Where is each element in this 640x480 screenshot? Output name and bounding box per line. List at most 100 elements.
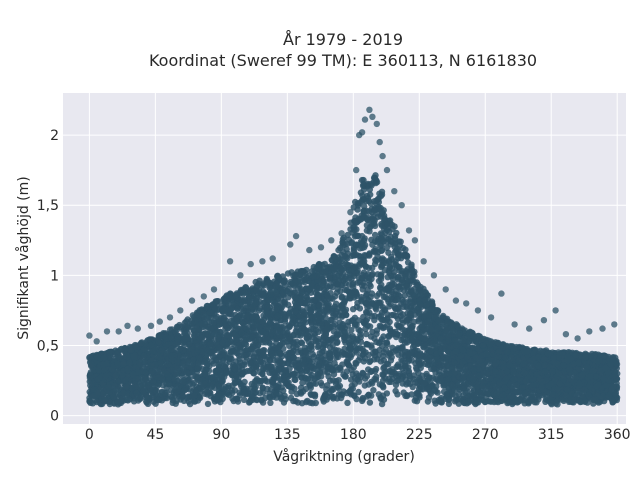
- data-point: [400, 244, 407, 252]
- data-point: [390, 369, 397, 376]
- data-point: [359, 271, 366, 279]
- data-point: [377, 395, 385, 402]
- data-point: [312, 399, 319, 407]
- data-point: [394, 276, 402, 283]
- data-point: [368, 275, 375, 283]
- data-point: [191, 398, 198, 405]
- data-point: [355, 317, 362, 324]
- data-point: [401, 292, 408, 299]
- data-point: [349, 316, 357, 324]
- data-point: [380, 293, 388, 301]
- data-point: [196, 394, 204, 402]
- data-point: [338, 391, 345, 398]
- data-point: [353, 241, 360, 248]
- data-point: [86, 353, 94, 361]
- data-point: [388, 282, 395, 289]
- data-point: [350, 204, 357, 211]
- data-point: [382, 346, 389, 353]
- data-point: [290, 354, 297, 362]
- data-point: [347, 219, 354, 226]
- data-point: [339, 351, 347, 358]
- data-point: [315, 342, 323, 350]
- data-point: [328, 393, 335, 400]
- data-point: [371, 231, 379, 239]
- data-point: [349, 333, 356, 340]
- data-point: [366, 358, 373, 366]
- data-point: [317, 379, 325, 387]
- data-point: [315, 302, 323, 309]
- data-point: [334, 353, 342, 361]
- data-point: [344, 360, 351, 368]
- data-point: [348, 327, 355, 334]
- data-point: [157, 360, 164, 367]
- data-point: [355, 388, 362, 396]
- data-point: [320, 347, 327, 355]
- data-point: [341, 345, 348, 353]
- data-point: [185, 393, 192, 400]
- data-point: [298, 340, 306, 347]
- data-point: [368, 392, 375, 399]
- data-point: [337, 288, 344, 295]
- data-point: [334, 395, 341, 402]
- data-point: [352, 198, 359, 206]
- data-point: [383, 390, 391, 397]
- data-point: [208, 383, 215, 390]
- data-point: [383, 244, 390, 252]
- data-point: [241, 340, 249, 347]
- data-point: [484, 359, 491, 366]
- data-point: [352, 219, 359, 226]
- data-point: [225, 382, 232, 389]
- data-point: [351, 226, 358, 234]
- data-point: [363, 308, 370, 316]
- data-point: [153, 387, 160, 395]
- data-point: [86, 374, 94, 382]
- chart-title-line-2: Koordinat (Sweref 99 TM): E 360113, N 61…: [149, 51, 537, 70]
- data-point: [344, 322, 351, 329]
- data-point: [361, 382, 368, 389]
- data-point: [420, 380, 428, 387]
- data-point: [350, 248, 358, 255]
- data-point: [360, 313, 367, 321]
- data-point: [373, 373, 380, 380]
- data-point: [318, 354, 325, 362]
- data-point: [395, 351, 402, 358]
- data-point: [377, 272, 384, 279]
- data-point: [310, 391, 317, 398]
- data-point: [246, 398, 253, 405]
- data-point: [371, 206, 378, 213]
- data-point: [433, 383, 440, 390]
- data-point: [243, 346, 251, 353]
- data-point: [232, 378, 239, 386]
- data-point: [215, 334, 222, 342]
- data-point: [289, 316, 296, 323]
- data-point: [432, 375, 439, 382]
- data-point: [173, 397, 180, 404]
- data-point: [369, 270, 376, 278]
- data-point: [400, 389, 407, 396]
- data-point: [377, 285, 385, 293]
- data-point: [299, 278, 306, 285]
- data-point: [384, 341, 391, 348]
- data-point: [324, 319, 331, 327]
- data-point: [204, 315, 211, 322]
- data-point: [208, 374, 215, 382]
- chart-title-line-1: År 1979 - 2019: [283, 30, 403, 49]
- data-point: [368, 313, 375, 320]
- data-point: [390, 272, 397, 279]
- data-point: [434, 389, 441, 396]
- data-point: [450, 375, 457, 382]
- data-point: [257, 360, 264, 368]
- data-point: [513, 388, 521, 396]
- data-point: [348, 239, 355, 247]
- data-point: [297, 384, 305, 391]
- data-point: [287, 394, 295, 402]
- data-point: [338, 294, 345, 301]
- data-point: [404, 259, 412, 266]
- data-point: [287, 281, 294, 288]
- data-point: [381, 267, 389, 274]
- data-point: [484, 390, 491, 397]
- data-point: [240, 396, 248, 403]
- data-point: [267, 399, 274, 406]
- data-point: [357, 331, 364, 338]
